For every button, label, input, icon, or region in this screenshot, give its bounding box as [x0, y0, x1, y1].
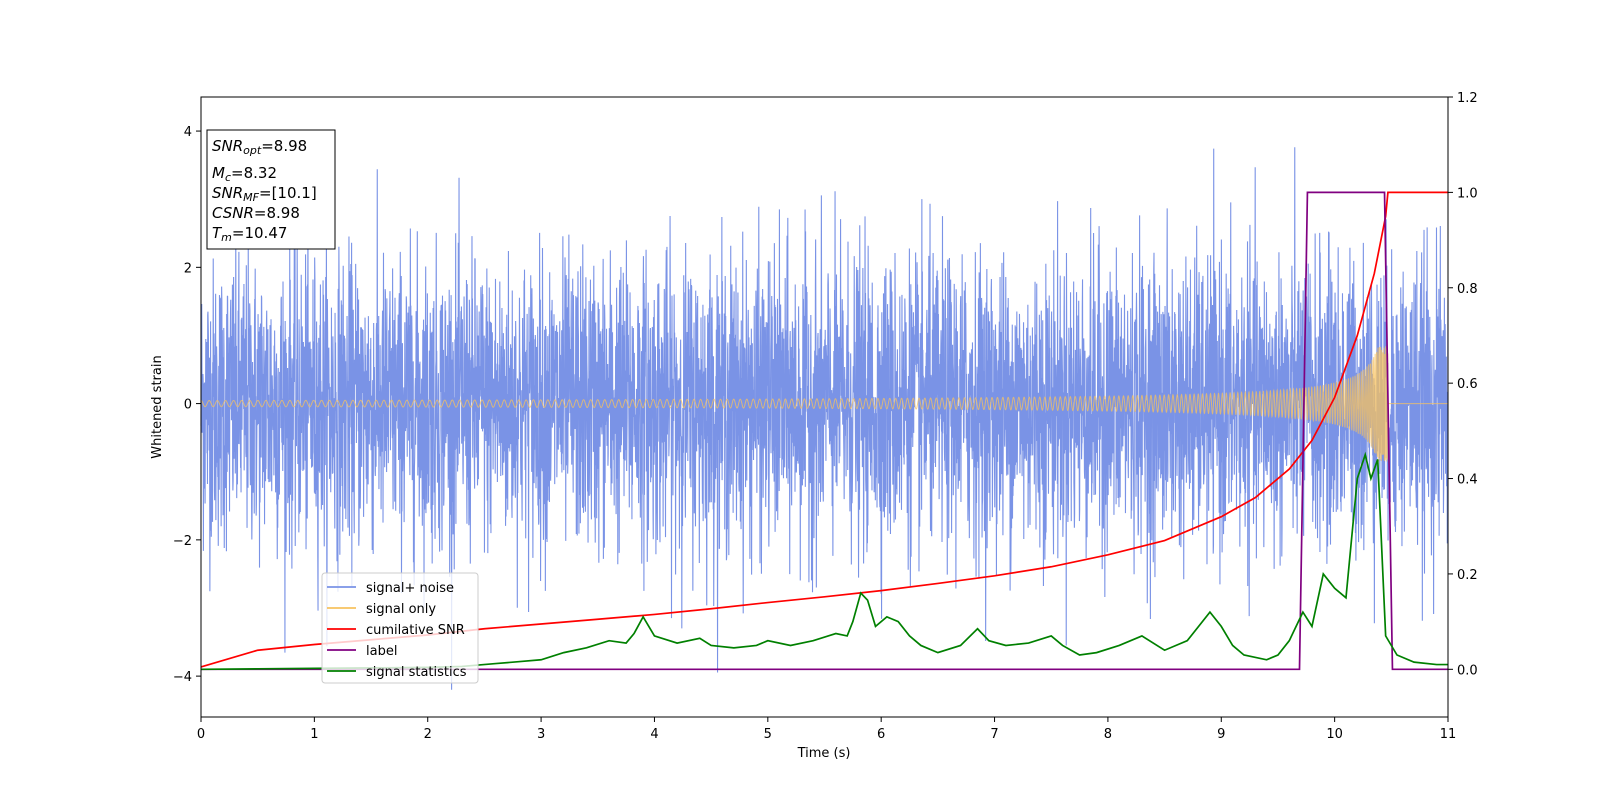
y-tick-label: 4: [184, 125, 192, 140]
y-axis-ticks: 4 2 0 −2 −4: [173, 125, 201, 685]
info-box: SNRopt=8.98 Mc=8.32 SNRMF=[10.1] CSNR=8.…: [206, 129, 336, 250]
y2-tick-label: 0.0: [1457, 663, 1478, 678]
x-tick-label: 2: [424, 727, 432, 742]
legend-signal-statistics: signal statistics: [327, 665, 467, 680]
axes-frame: [200, 96, 1449, 718]
x-tick-label: 6: [877, 727, 885, 742]
legend: signal+ noise signal only cumilative SNR la…: [321, 572, 479, 684]
legend-signal-statistics-text: signal statistics: [366, 665, 467, 680]
y2-tick-label: 0.8: [1457, 282, 1478, 297]
y2-tick-label: 0.6: [1457, 377, 1478, 392]
info-snr-opt: SNRopt=8.98: [212, 137, 307, 157]
y2-tick-label: 0.4: [1457, 473, 1478, 488]
y2-tick-label: 0.2: [1457, 568, 1478, 583]
legend-signal-noise: signal+ noise: [327, 581, 454, 596]
info-box-frame: [206, 129, 336, 250]
y-tick-label: −4: [173, 670, 192, 685]
legend-signal-only-text: signal only: [366, 602, 436, 617]
y-axis-label: Whitened strain: [150, 355, 165, 458]
x-tick-label: 1: [310, 727, 318, 742]
y-tick-label: 2: [184, 261, 192, 276]
signal-only-series: [200, 346, 1448, 462]
signal-statistics-line: [200, 451, 1448, 671]
legend-frame: [321, 572, 479, 684]
legend-signal-only: signal only: [327, 602, 436, 617]
x-tick-label: 0: [197, 727, 205, 742]
signal-statistics-series: [200, 451, 1448, 671]
x-tick-label: 7: [990, 727, 998, 742]
info-csnr: CSNR=8.98: [212, 204, 300, 222]
y-tick-label: 0: [184, 398, 192, 413]
y2-axis-ticks: 1.2 1.0 0.8 0.6 0.4 0.2 0.0: [1448, 91, 1478, 678]
label-series: [201, 191, 1448, 671]
x-tick-label: 4: [650, 727, 658, 742]
y-tick-label: −2: [173, 534, 192, 549]
signal-only-line: [200, 346, 1448, 462]
x-tick-label: 10: [1326, 727, 1343, 742]
x-tick-label: 8: [1104, 727, 1112, 742]
x-tick-label: 3: [537, 727, 545, 742]
info-mc: Mc=8.32: [212, 164, 277, 184]
info-snr-mf: SNRMF=[10.1]: [212, 184, 317, 204]
x-tick-label: 9: [1217, 727, 1225, 742]
x-tick-label: 5: [764, 727, 772, 742]
x-axis-label: Time (s): [797, 746, 851, 761]
legend-label-text: label: [366, 644, 397, 659]
y2-tick-label: 1.2: [1457, 91, 1478, 106]
legend-label: label: [327, 644, 397, 659]
legend-signal-noise-text: signal+ noise: [366, 581, 454, 596]
label-line: [201, 191, 1448, 671]
info-tm: Tm=10.47: [212, 224, 287, 244]
legend-cumulative-snr-text: cumilative SNR: [366, 623, 465, 638]
x-tick-label: 11: [1440, 727, 1457, 742]
y2-tick-label: 1.0: [1457, 186, 1478, 201]
legend-cumulative-snr: cumilative SNR: [327, 623, 465, 638]
x-axis-ticks: 0 1 2 3 4 5 6 7 8 9 10 11: [197, 717, 1456, 742]
